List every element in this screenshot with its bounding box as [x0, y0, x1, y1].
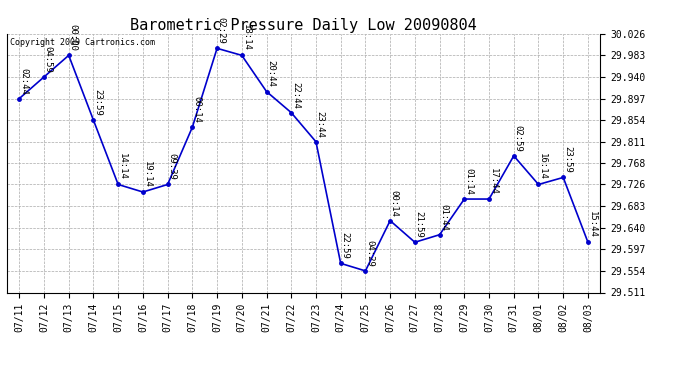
Text: 17:44: 17:44	[489, 168, 497, 195]
Text: 22:44: 22:44	[291, 82, 300, 108]
Text: 23:59: 23:59	[563, 146, 572, 173]
Text: 02:59: 02:59	[513, 125, 522, 152]
Title: Barometric Pressure Daily Low 20090804: Barometric Pressure Daily Low 20090804	[130, 18, 477, 33]
Text: 02:44: 02:44	[19, 68, 28, 94]
Text: 01:14: 01:14	[464, 168, 473, 195]
Text: 00:00: 00:00	[68, 24, 77, 51]
Text: 00:14: 00:14	[192, 96, 201, 123]
Text: 20:44: 20:44	[266, 60, 275, 87]
Text: 19:14: 19:14	[143, 161, 152, 188]
Text: 01:44: 01:44	[440, 204, 449, 231]
Text: Copyright 2009 Cartronics.com: Copyright 2009 Cartronics.com	[10, 38, 155, 46]
Text: 04:29: 04:29	[365, 240, 374, 267]
Text: 14:14: 14:14	[118, 153, 127, 180]
Text: 22:59: 22:59	[340, 232, 349, 259]
Text: 21:59: 21:59	[415, 211, 424, 238]
Text: 23:59: 23:59	[93, 89, 102, 116]
Text: 16:14: 16:14	[538, 153, 547, 180]
Text: 23:44: 23:44	[315, 111, 324, 138]
Text: 18:14: 18:14	[241, 24, 250, 51]
Text: 09:39: 09:39	[167, 153, 176, 180]
Text: 02:29: 02:29	[217, 17, 226, 44]
Text: 15:44: 15:44	[588, 211, 597, 238]
Text: 00:14: 00:14	[390, 190, 399, 216]
Text: 04:59: 04:59	[43, 46, 52, 73]
